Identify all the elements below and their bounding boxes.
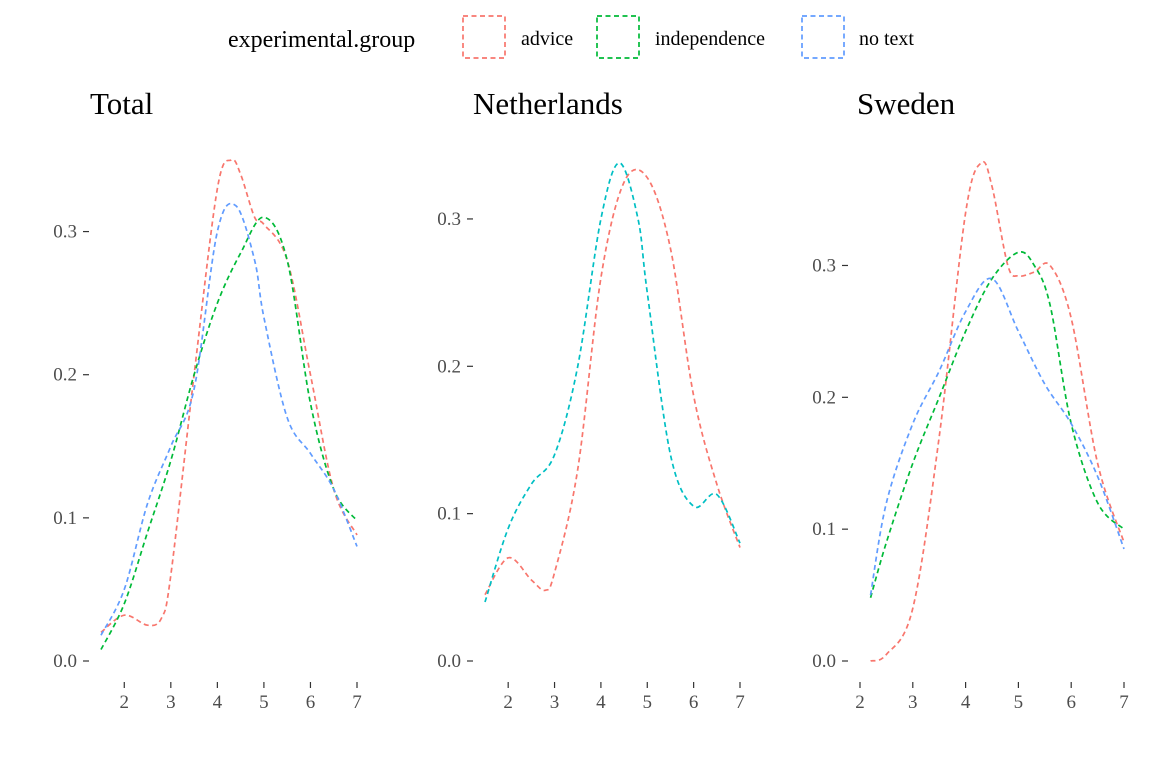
legend-label-independence: independence	[655, 28, 765, 50]
x-tick-label: 2	[120, 692, 130, 713]
y-tick-label: 0.3	[53, 222, 77, 243]
legend-key-outline-independence	[596, 15, 640, 59]
density-line-advice	[100, 158, 358, 634]
y-tick-label: 0.1	[53, 508, 77, 529]
y-tick-label: 0.1	[812, 519, 836, 540]
legend-label-no-text: no text	[859, 28, 914, 50]
y-tick-label: 0.3	[812, 255, 836, 276]
x-tick-label: 3	[550, 692, 560, 713]
legend-key-outline-advice	[462, 15, 506, 59]
density-line-advice	[484, 168, 741, 596]
y-tick-label: 0.2	[53, 365, 77, 386]
y-tick-label: 0.0	[53, 651, 77, 672]
x-tick-label: 7	[735, 692, 745, 713]
x-tick-label: 5	[1014, 692, 1024, 713]
y-tick-label: 0.2	[812, 387, 836, 408]
legend: experimental.group advice independence n…	[228, 15, 914, 59]
x-tick-label: 5	[259, 692, 269, 713]
x-tick-label: 6	[689, 692, 699, 713]
x-tick-label: 2	[855, 692, 865, 713]
density-line-advice	[870, 160, 1125, 662]
x-tick-label: 4	[596, 692, 606, 713]
x-tick-label: 2	[503, 692, 513, 713]
y-tick-label: 0.0	[437, 651, 461, 672]
density-line-no-text	[100, 202, 358, 636]
legend-key-no-text	[802, 16, 844, 58]
panel-title-netherlands: Netherlands	[473, 86, 623, 121]
x-tick-label: 7	[1119, 692, 1129, 713]
density-line-independence	[100, 216, 358, 650]
legend-key-independence	[597, 16, 639, 58]
panel-sweden: Sweden 2 3 4 5 6 7 0.0 0.1 0.2 0.3	[812, 86, 1129, 713]
x-tick-label: 6	[1066, 692, 1076, 713]
x-tick-label: 4	[213, 692, 223, 713]
legend-title: experimental.group	[228, 27, 415, 53]
x-tick-label: 7	[352, 692, 362, 713]
legend-label-advice: advice	[521, 28, 573, 50]
legend-item-independence: independence	[596, 15, 765, 59]
legend-key-advice	[463, 16, 505, 58]
legend-item-no-text: no text	[801, 15, 914, 59]
x-tick-label: 6	[306, 692, 316, 713]
x-tick-label: 3	[166, 692, 176, 713]
y-tick-label: 0.2	[437, 356, 461, 377]
x-tick-label: 4	[961, 692, 971, 713]
legend-item-advice: advice	[462, 15, 573, 59]
density-line-independence	[869, 251, 1125, 598]
y-tick-label: 0.1	[437, 504, 461, 525]
legend-key-outline-no-text	[801, 15, 845, 59]
density-line-no-text	[869, 277, 1125, 596]
panel-title-sweden: Sweden	[857, 86, 956, 121]
x-tick-label: 3	[908, 692, 918, 713]
density-line-series-2	[484, 162, 741, 603]
panel-netherlands: Netherlands 2 3 4 5 6 7 0.0 0.1 0.2 0.3	[437, 86, 745, 713]
panel-total: Total 2 3 4 5 6 7 0.0 0.1 0.2 0.3	[53, 86, 362, 713]
x-tick-label: 5	[643, 692, 653, 713]
y-tick-label: 0.3	[437, 209, 461, 230]
panel-title-total: Total	[90, 86, 153, 121]
y-tick-label: 0.0	[812, 651, 836, 672]
